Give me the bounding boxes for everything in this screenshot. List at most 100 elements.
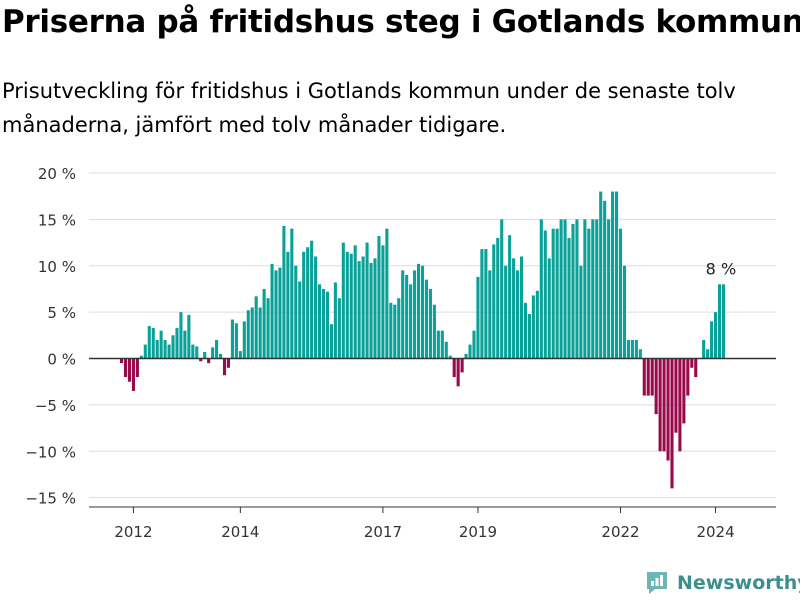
bar [508,235,512,359]
bar [686,358,690,396]
bar [278,267,282,359]
bar [516,270,520,359]
bar [195,346,199,359]
bar [504,265,508,359]
bar [630,339,634,359]
bar [207,358,211,364]
bar [226,358,231,368]
bar [440,330,444,359]
x-tick-label: 2022 [601,523,639,541]
bar [183,330,187,359]
bar [318,284,322,359]
bar [254,296,258,359]
bar [496,237,500,359]
bar [131,358,135,391]
bar [373,258,377,359]
bar [721,284,726,359]
bar [120,358,124,364]
last-value-label: 8 % [706,259,736,278]
bar [211,347,215,359]
bar [531,295,535,359]
bar [436,330,440,359]
bar [187,314,191,359]
y-tick-label: 15 % [38,211,76,229]
bar [365,242,369,359]
bar [646,358,650,396]
bar [349,253,353,359]
bar [222,358,227,376]
bar [650,358,654,396]
bar [662,358,666,452]
bar [622,265,627,359]
bar [638,349,642,359]
bar [702,339,706,359]
bar [234,323,238,359]
bar [717,284,722,359]
bar [413,270,417,359]
bar [286,251,290,359]
bar [159,330,163,359]
bar [242,321,246,359]
bar [710,321,714,359]
bar [191,344,195,359]
bar [674,358,678,433]
bar [238,351,242,359]
bar [306,247,310,359]
x-tick-label: 2024 [696,523,734,541]
bar [325,291,330,359]
bar [519,256,524,359]
bar [555,228,559,359]
bar [123,358,128,378]
bar [321,288,326,359]
bar [314,256,318,359]
bar [591,219,595,359]
bar [167,344,171,359]
bar [658,358,662,452]
bar [155,339,159,359]
bar [139,355,143,359]
bar [547,258,551,359]
brand-name: Newsworthy [677,572,800,594]
bar [559,219,563,359]
bar [175,327,179,359]
bar [535,290,539,359]
bar [262,288,266,359]
bar [428,288,432,359]
bar [472,330,476,359]
bar [563,219,567,359]
bar [219,353,223,359]
bar [678,358,682,452]
bar [151,327,155,359]
bar [583,219,587,359]
bar [599,191,603,359]
chart-title: Priserna på fritidshus steg i Gotlands k… [2,4,800,40]
bar [603,200,607,359]
bar [618,228,623,359]
y-axis-tick-labels: −15 % −10 % −5 % 0 % 5 % 10 % 15 % 20 % [25,165,76,508]
y-tick-label: −15 % [25,490,76,508]
bar [258,307,262,359]
bar [424,279,429,359]
bar [246,310,250,359]
bar [476,276,480,359]
bar [464,353,468,359]
bar [634,339,638,359]
bar [682,358,686,424]
bar [500,219,504,359]
bar [179,312,183,359]
bar [302,251,306,359]
bar [405,275,409,359]
bar [266,298,270,359]
bar [397,298,401,359]
bar [341,242,345,359]
bar [539,219,543,359]
bar [409,284,413,359]
bars [120,191,726,489]
bar [587,228,591,359]
bar [571,224,575,359]
bar [345,251,349,359]
bar [492,244,496,359]
bar [381,245,385,359]
bar [579,265,583,359]
bar [274,270,278,359]
